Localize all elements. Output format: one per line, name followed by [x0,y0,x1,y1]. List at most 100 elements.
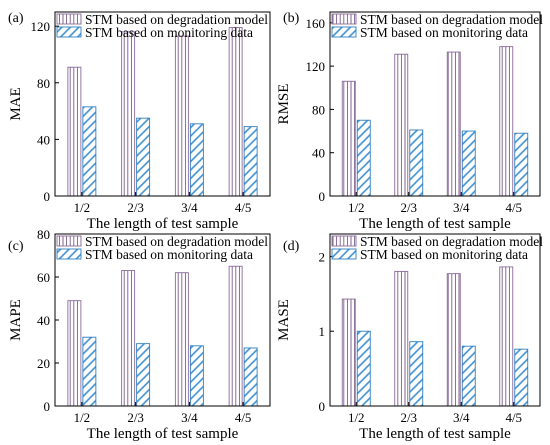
bar-monitoring-data [461,345,476,407]
legend-entry: STM based on degradation model [360,234,543,249]
bar-monitoring-data [136,117,151,197]
legend-swatch-degradation [56,235,82,247]
panel-label: (c) [8,239,24,254]
chart-panel: 1/2 2/3 3/4 4/5 0 40 80 120 160 (b) RMSE The length… [276,11,543,232]
bar-degradation-model [174,35,189,197]
bar-monitoring-data [409,129,424,197]
y-axis-label: MASE [276,299,292,341]
legend-swatch-monitoring [331,26,357,38]
legend-entry: STM based on monitoring data [360,247,528,262]
legend-swatch-degradation [56,13,82,25]
legend-swatch-degradation [331,13,357,25]
bar-monitoring-data [356,119,371,197]
legend-entry: STM based on degradation model [85,12,268,27]
legend-entry: STM based on monitoring data [360,25,528,40]
bar-monitoring-data [189,123,204,197]
x-tick-label: 3/4 [453,200,470,215]
y-tick-label: 80 [312,102,325,117]
y-axis-label: MAPE [8,299,24,341]
bar-degradation-model [121,31,136,197]
y-tick-label: 0 [44,189,51,204]
y-tick-label: 160 [306,16,326,31]
legend-entry: STM based on monitoring data [85,247,253,262]
legend-swatch-degradation [331,235,357,247]
bar-degradation-model [499,46,514,197]
y-tick-label: 40 [312,146,325,161]
y-tick-label: 80 [37,76,50,91]
x-tick-label: 1/2 [74,200,91,215]
x-tick-label: 3/4 [453,410,470,425]
legend-swatch-monitoring [56,248,82,260]
bar-degradation-model [394,270,409,407]
bar-monitoring-data [356,330,371,407]
chart-panel: 1/2 2/3 3/4 4/5 0 20 40 60 80 (c) MAPE The length o… [8,227,271,442]
x-tick-label: 2/3 [127,410,144,425]
x-tick-label: 2/3 [400,410,417,425]
y-tick-label: 120 [306,59,326,74]
y-tick-label: 0 [44,399,51,414]
y-tick-label: 0 [319,399,326,414]
bar-monitoring-data [409,341,424,407]
bar-degradation-model [228,265,243,407]
chart-panel: 1/2 2/3 3/4 4/5 0 1 2 (d) MASE The length of test… [276,233,543,442]
bar-degradation-model [341,298,356,407]
plot-frame [329,11,541,197]
x-tick-label: 4/5 [235,410,252,425]
legend-entry: STM based on monitoring data [85,25,253,40]
x-axis-label: The length of test sample [87,216,239,232]
bar-degradation-model [67,300,82,407]
x-tick-label: 2/3 [400,200,417,215]
y-tick-label: 40 [37,132,50,147]
legend-swatch-monitoring [331,248,357,260]
y-tick-label: 2 [319,249,326,264]
x-tick-label: 3/4 [181,200,198,215]
bar-monitoring-data [461,130,476,197]
bar-monitoring-data [243,347,258,407]
panel-label: (d) [283,239,300,254]
y-axis-label: RMSE [276,84,292,125]
legend-entry: STM based on degradation model [85,234,268,249]
y-tick-label: 0 [319,189,326,204]
bar-monitoring-data [189,345,204,407]
x-axis-label: The length of test sample [87,426,239,442]
bar-degradation-model [394,53,409,197]
x-axis-label: The length of test sample [359,426,511,442]
bar-monitoring-data [243,126,258,197]
bar-degradation-model [446,273,461,407]
plot-frame [329,233,541,407]
bar-monitoring-data [82,336,97,407]
x-tick-label: 1/2 [348,200,365,215]
bar-degradation-model [446,51,461,197]
y-tick-label: 80 [37,227,50,242]
x-tick-label: 4/5 [505,410,522,425]
x-tick-label: 4/5 [235,200,252,215]
y-axis-label: MAE [8,87,24,120]
panel-label: (b) [283,11,300,26]
y-tick-label: 40 [37,313,50,328]
y-tick-label: 60 [37,270,50,285]
bar-degradation-model [67,66,82,197]
bar-degradation-model [228,27,243,197]
plot-frame [54,11,271,197]
bar-degradation-model [341,80,356,197]
bar-monitoring-data [514,348,529,407]
legend-entry: STM based on degradation model [360,12,543,27]
panel-label: (a) [8,11,24,26]
bar-monitoring-data [136,343,151,407]
bar-monitoring-data [82,106,97,197]
y-tick-label: 120 [31,19,51,34]
plot-frame [54,233,271,407]
x-tick-label: 1/2 [348,410,365,425]
bar-monitoring-data [514,132,529,197]
x-tick-label: 3/4 [181,410,198,425]
y-tick-label: 20 [37,356,50,371]
legend-swatch-monitoring [56,26,82,38]
bar-degradation-model [174,272,189,407]
x-axis-label: The length of test sample [359,216,511,232]
chart-panel: 1/2 2/3 3/4 4/5 0 40 80 120 (a) MAE The length of … [8,11,271,232]
x-tick-label: 2/3 [127,200,144,215]
x-tick-label: 4/5 [505,200,522,215]
x-tick-label: 1/2 [74,410,91,425]
bar-degradation-model [499,266,514,407]
